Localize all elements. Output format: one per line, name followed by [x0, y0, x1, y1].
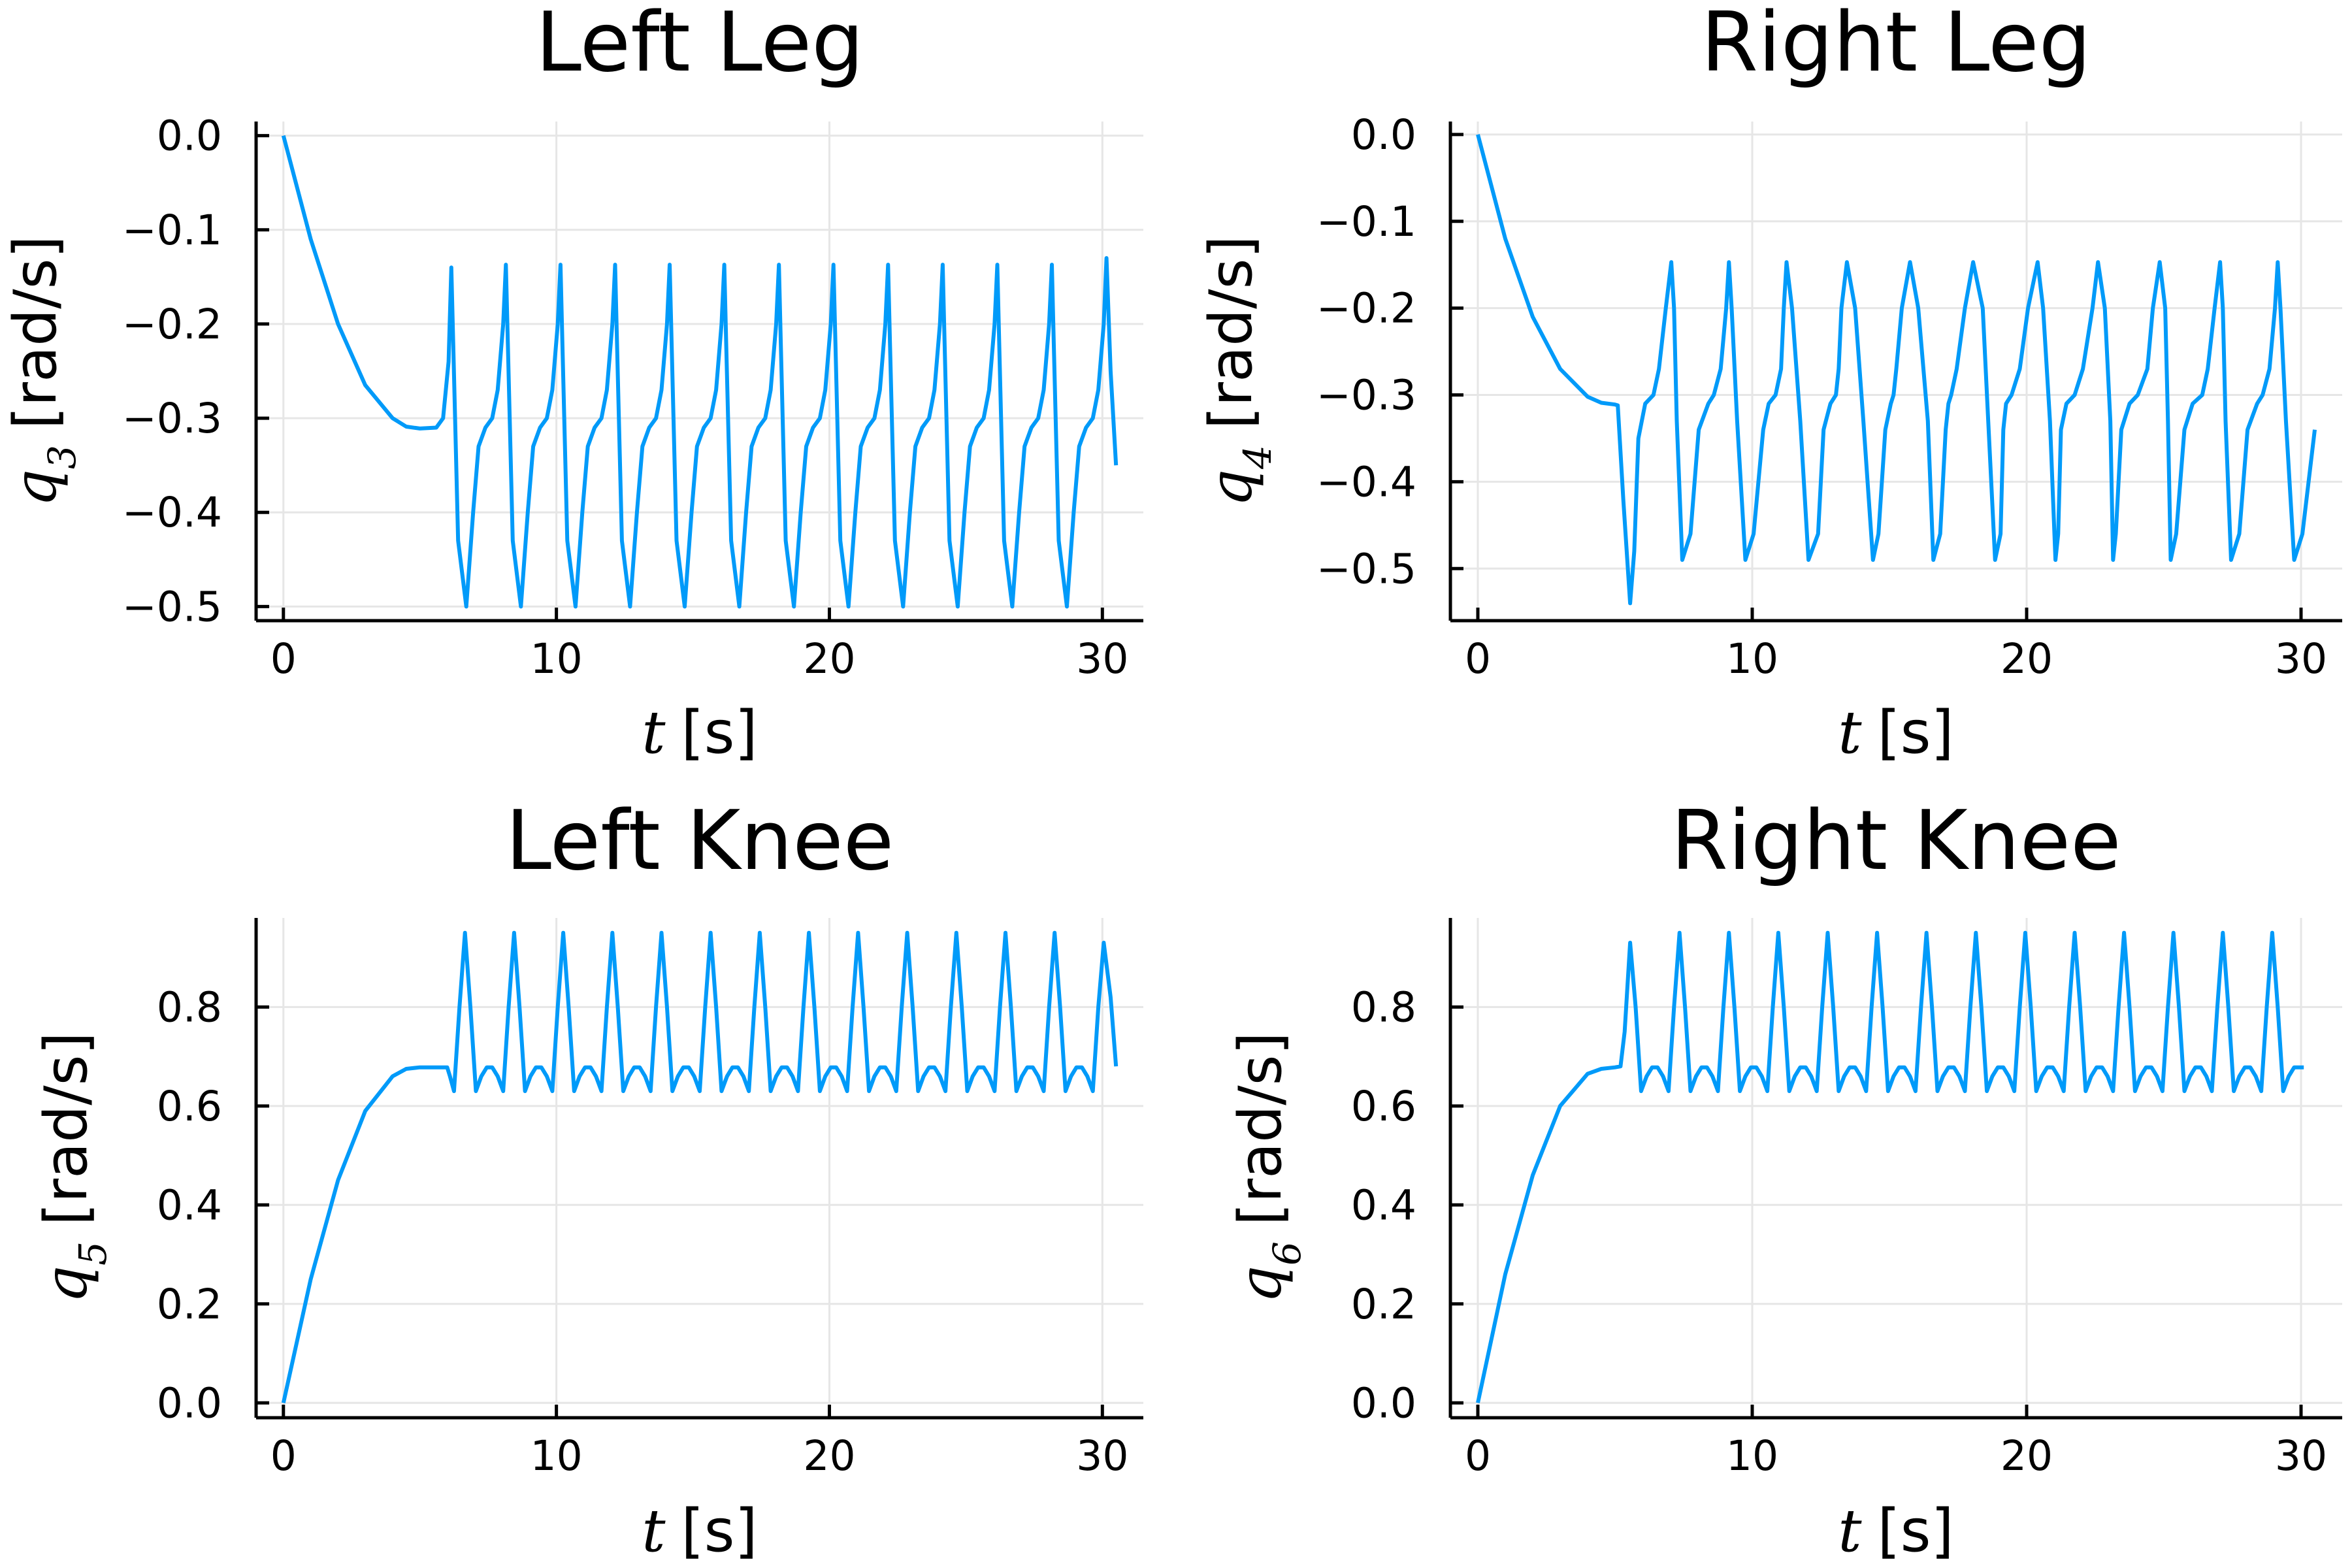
y-axis-subscript: 4	[1235, 445, 1280, 470]
x-axis-unit: [s]	[681, 1497, 758, 1565]
panel-left-knee: 0 10 20 30 0.0 0.2 0.4 0.6 0.8 Left Knee t [s] q5…	[32, 792, 1143, 1565]
y-tick-label: 0.0	[157, 1379, 222, 1427]
y-tick-label: −0.5	[122, 583, 222, 630]
x-axis-label: t [s]	[642, 698, 757, 767]
y-tick-label: −0.2	[1316, 285, 1416, 333]
y-tick-label: 0.0	[157, 112, 222, 160]
y-tick-label: 0.8	[157, 983, 222, 1031]
plot-title: Left Leg	[536, 0, 864, 90]
y-axis-unit: [rad/s]	[1, 235, 70, 429]
panel-right-leg: 0 10 20 30 0.0 −0.1 −0.2 −0.3 −0.4 −0.5 Right Leg…	[1197, 0, 2342, 767]
x-tick-label: 10	[1726, 635, 1778, 683]
x-axis-var: t	[1838, 698, 1862, 767]
plot-title: Left Knee	[506, 792, 894, 889]
y-tick-label: 0.2	[157, 1281, 222, 1328]
y-tick-label: 0.4	[1351, 1181, 1416, 1229]
x-tick-label: 0	[1465, 635, 1491, 683]
x-axis-unit: [s]	[1878, 698, 1954, 767]
x-tick-label: 30	[2275, 635, 2327, 683]
y-axis-subscript: 5	[71, 1241, 115, 1266]
y-tick-label: 0.8	[1351, 983, 1416, 1031]
y-axis-var: q	[32, 1266, 101, 1303]
y-axis-label: q5 [rad/s]	[32, 1032, 115, 1303]
y-tick-label: 0.4	[157, 1181, 222, 1229]
x-tick-label: 20	[803, 1432, 855, 1480]
y-axis-unit: [rad/s]	[32, 1032, 101, 1226]
y-tick-label: −0.1	[1316, 198, 1416, 246]
x-tick-label: 10	[531, 1432, 583, 1480]
series-line	[1476, 134, 2317, 606]
x-tick-label: 10	[1726, 1432, 1778, 1480]
x-axis-var: t	[642, 1497, 666, 1565]
y-tick-label: 0.6	[1351, 1083, 1416, 1130]
y-axis-label: q4 [rad/s]	[1197, 235, 1280, 506]
x-tick-label: 0	[1465, 1432, 1491, 1480]
x-tick-label: 20	[803, 635, 855, 683]
y-axis-unit: [rad/s]	[1197, 235, 1266, 429]
x-axis-unit: [s]	[1878, 1497, 1954, 1565]
x-tick-label: 20	[2001, 635, 2053, 683]
panel-right-knee: 0 10 20 30 0.0 0.2 0.4 0.6 0.8 Right Knee t [s] q…	[1226, 792, 2342, 1565]
y-axis-label: q3 [rad/s]	[1, 235, 84, 506]
y-tick-label: 0.0	[1351, 1379, 1416, 1427]
series-line	[281, 135, 1119, 609]
y-axis-label: q6 [rad/s]	[1226, 1032, 1309, 1303]
x-axis-label: t [s]	[1838, 1497, 1953, 1565]
x-axis-label: t [s]	[642, 1497, 757, 1565]
y-axis-unit: [rad/s]	[1226, 1032, 1295, 1226]
x-axis-label: t [s]	[1838, 698, 1953, 767]
x-axis-var: t	[642, 698, 666, 767]
y-axis-var: q	[1, 469, 70, 507]
series-line	[1476, 930, 2304, 1403]
y-axis-subscript: 3	[40, 445, 84, 469]
x-axis-var: t	[1838, 1497, 1862, 1565]
y-tick-label: −0.3	[1316, 372, 1416, 419]
x-tick-label: 0	[270, 1432, 297, 1480]
y-tick-label: −0.4	[122, 489, 222, 536]
y-tick-label: −0.2	[122, 301, 222, 348]
y-tick-label: −0.1	[122, 206, 222, 254]
plot-title: Right Knee	[1671, 792, 2121, 889]
x-tick-label: 20	[2001, 1432, 2053, 1480]
plot-title: Right Leg	[1701, 0, 2091, 90]
y-axis-subscript: 6	[1265, 1241, 1309, 1266]
series-line	[281, 930, 1119, 1403]
x-axis-unit: [s]	[681, 698, 758, 767]
y-axis-var: q	[1197, 469, 1266, 507]
y-tick-label: −0.3	[122, 395, 222, 442]
x-tick-label: 30	[1076, 635, 1128, 683]
y-tick-label: −0.5	[1316, 545, 1416, 593]
panel-left-leg: 0 10 20 300.0−0.1−0.2−0.3−0.4−0.5 Left Leg …	[1, 0, 1143, 767]
y-tick-label: −0.4	[1316, 458, 1416, 506]
y-axis-var: q	[1226, 1266, 1295, 1303]
x-tick-label: 30	[1076, 1432, 1128, 1480]
x-tick-label: 0	[270, 635, 297, 683]
y-tick-label: 0.6	[157, 1083, 222, 1130]
x-tick-label: 10	[531, 635, 583, 683]
y-tick-label: 0.2	[1351, 1281, 1416, 1328]
y-tick-label: 0.0	[1351, 111, 1416, 159]
x-tick-label: 30	[2275, 1432, 2327, 1480]
